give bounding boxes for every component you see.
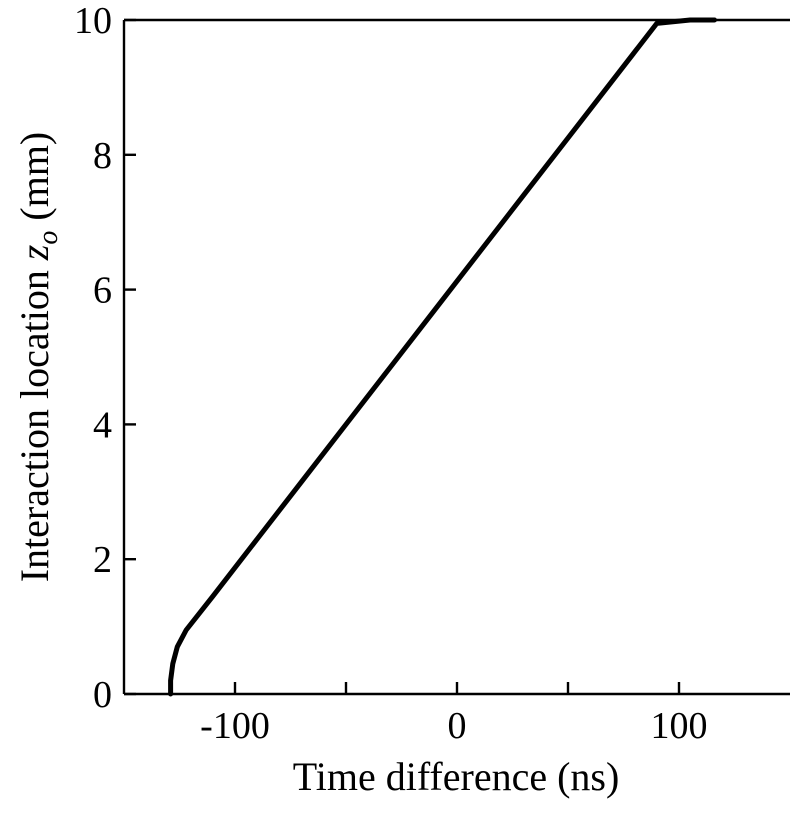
y-axis-title-subscript: o — [33, 231, 64, 245]
x-tick-label-2: 100 — [651, 705, 708, 747]
y-tick-label-3: 6 — [93, 270, 112, 312]
y-tick-label-1: 2 — [93, 539, 112, 581]
ticks-layer: -100 0 100 0 2 4 6 8 10 — [74, 0, 708, 747]
y-axis-title: Interaction location zo (mm) — [12, 132, 64, 583]
series-layer — [168, 17, 717, 697]
y-tick-label-4: 8 — [93, 135, 112, 177]
x-tick-label-1: 0 — [448, 705, 467, 747]
y-axis-title-unit: (mm) — [12, 132, 57, 231]
x-tick-label-0: -100 — [200, 705, 270, 747]
y-axis-title-variable: z — [12, 244, 57, 261]
y-tick-label-0: 0 — [93, 674, 112, 716]
x-axis-title: Time difference (ns) — [293, 754, 620, 799]
y-tick-label-2: 4 — [93, 404, 112, 446]
y-axis-title-main: Interaction location — [12, 260, 57, 582]
y-tick-label-5: 10 — [74, 0, 112, 42]
series-line-0 — [168, 17, 717, 697]
plot-frame — [122, 18, 790, 696]
